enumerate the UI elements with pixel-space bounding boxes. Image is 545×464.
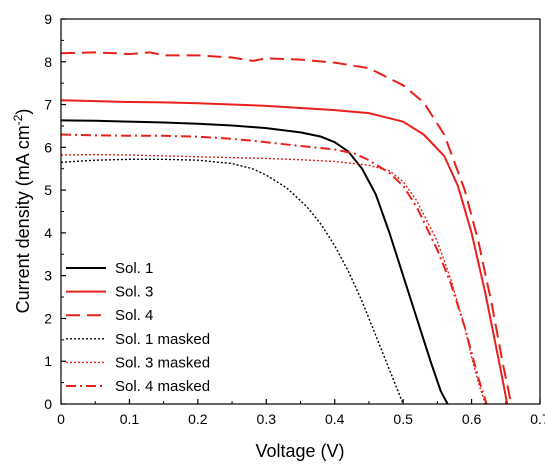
y-tick-label: 7	[44, 97, 52, 113]
series-line-4	[60, 158, 404, 405]
series-line-6	[60, 133, 488, 405]
x-tick-label: 0	[57, 411, 65, 427]
y-tick-label: 5	[44, 182, 52, 198]
series-lines	[60, 51, 513, 405]
y-tick-label: 4	[44, 225, 52, 241]
y-tick-label: 0	[44, 396, 52, 412]
x-tick-label: 0.1	[120, 411, 140, 427]
series-line-2	[60, 99, 509, 405]
y-axis-title: Current density (mA cm-2)	[11, 109, 33, 314]
series-line-1	[60, 119, 449, 405]
legend-label-1: Sol. 1	[115, 260, 153, 277]
y-axis-title-superscript: -2	[11, 114, 25, 125]
y-tick-label: 1	[44, 353, 52, 369]
x-tick-label: 0.3	[257, 411, 277, 427]
legend-label-5: Sol. 3 masked	[115, 354, 210, 371]
legend-label-6: Sol. 4 masked	[115, 378, 210, 395]
x-tick-label: 0.7	[530, 411, 545, 427]
x-tick-label: 0.4	[325, 411, 345, 427]
legend-label-3: Sol. 4	[115, 307, 153, 324]
x-tick-label: 0.2	[188, 411, 208, 427]
legend-label-4: Sol. 1 masked	[115, 331, 210, 348]
plot-frame	[60, 18, 541, 405]
legend: Sol. 1 Sol. 3 Sol. 4 Sol. 1 masked Sol. 3 ma…	[66, 260, 210, 395]
y-tick-label: 3	[44, 268, 52, 284]
x-tick-label: 0.6	[462, 411, 482, 427]
y-tick-label: 2	[44, 310, 52, 326]
x-axis-title: Voltage (V)	[255, 441, 344, 461]
x-axis-ticks: 0 0.1 0.2 0.3 0.4 0.5 0.6 0.7	[57, 399, 545, 427]
y-axis-title-close: )	[13, 109, 33, 115]
y-axis-ticks: 0 1 2 3 4 5 6 7 8 9	[44, 11, 66, 412]
y-axis-title-main: Current density (mA cm	[13, 125, 33, 313]
legend-label-2: Sol. 3	[115, 284, 153, 301]
x-tick-label: 0.5	[393, 411, 413, 427]
series-line-3	[60, 51, 513, 405]
y-tick-label: 9	[44, 11, 52, 27]
y-tick-label: 8	[44, 54, 52, 70]
y-tick-label: 6	[44, 139, 52, 155]
